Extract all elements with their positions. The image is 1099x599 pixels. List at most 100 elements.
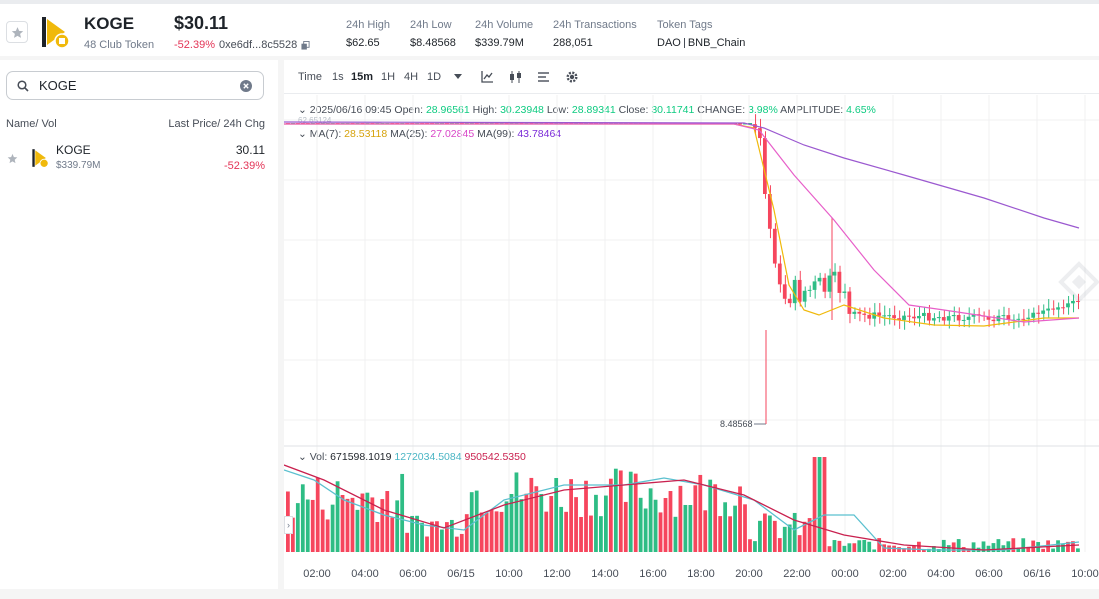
collapse-icon[interactable]: ⌄ bbox=[298, 104, 307, 116]
volume-bar bbox=[479, 512, 484, 552]
candle bbox=[708, 123, 713, 125]
vol-label: Vol: bbox=[309, 451, 328, 463]
candle bbox=[738, 123, 743, 125]
volume-bar bbox=[936, 549, 941, 552]
interval-1h[interactable]: 1H bbox=[381, 71, 396, 83]
candle bbox=[872, 312, 877, 319]
stat-24h-low: 24h Low $8.48568 bbox=[410, 19, 456, 49]
clear-search-icon[interactable] bbox=[240, 80, 252, 92]
search-box[interactable] bbox=[6, 71, 264, 100]
tag-bnb-chain[interactable]: BNB_Chain bbox=[687, 37, 746, 49]
candle bbox=[310, 123, 315, 125]
volume-bar bbox=[763, 513, 767, 552]
candle bbox=[375, 123, 380, 125]
candle bbox=[608, 123, 613, 125]
candle bbox=[678, 123, 683, 125]
candle bbox=[464, 123, 469, 125]
volume-bar bbox=[693, 485, 698, 552]
volume-bar bbox=[589, 515, 593, 552]
volume-bar bbox=[748, 539, 752, 552]
candle bbox=[340, 123, 345, 125]
star-icon[interactable] bbox=[7, 153, 18, 164]
change-value: 3.98% bbox=[748, 104, 778, 116]
candle bbox=[673, 123, 678, 125]
candle bbox=[1011, 319, 1016, 321]
volume-bar bbox=[499, 511, 504, 552]
list-item[interactable]: KOGE $339.79M 30.11 -52.39% bbox=[0, 140, 278, 176]
candlestick-type-icon[interactable] bbox=[509, 71, 523, 83]
candle bbox=[1006, 315, 1011, 320]
volume-bar bbox=[340, 494, 345, 552]
column-header-name-vol[interactable]: Name/ Vol bbox=[6, 118, 57, 130]
candle bbox=[996, 315, 1001, 322]
volume-bar bbox=[449, 519, 454, 552]
candle bbox=[420, 123, 425, 125]
candle bbox=[703, 123, 708, 125]
x-tick-label: 02:00 bbox=[879, 568, 907, 580]
volume-bar bbox=[628, 471, 633, 552]
volume-bar bbox=[822, 457, 827, 552]
candle bbox=[1036, 312, 1041, 314]
volume-bar bbox=[738, 486, 742, 552]
vol-info: ⌄ Vol: 671598.1019 1272034.5084 950542.5… bbox=[298, 451, 526, 463]
volume-bar bbox=[837, 540, 842, 552]
tag-separator bbox=[683, 38, 685, 48]
x-tick-label: 18:00 bbox=[687, 568, 715, 580]
candle bbox=[753, 124, 757, 129]
copy-icon[interactable] bbox=[301, 40, 310, 50]
indicator-icon[interactable] bbox=[481, 71, 494, 83]
candle bbox=[633, 123, 638, 125]
candle bbox=[1021, 318, 1026, 320]
contract-address[interactable]: 0xe6df...8c5528 bbox=[219, 39, 310, 51]
volume-bar bbox=[435, 521, 439, 552]
volume-bar bbox=[608, 478, 613, 552]
time-label: Time bbox=[298, 71, 323, 83]
layout-icon[interactable] bbox=[537, 71, 550, 83]
tag-dao[interactable]: DAO bbox=[657, 37, 681, 49]
volume-bar bbox=[872, 549, 877, 552]
volume-bar bbox=[961, 547, 966, 552]
volume-bar bbox=[305, 499, 310, 552]
volume-bar bbox=[1026, 546, 1031, 552]
column-header-price-chg[interactable]: Last Price/ 24h Chg bbox=[168, 118, 265, 130]
candle bbox=[445, 123, 449, 125]
volume-bar bbox=[529, 477, 534, 552]
favorite-button[interactable] bbox=[6, 21, 28, 43]
volume-bar bbox=[926, 548, 931, 552]
volume-bar bbox=[464, 514, 469, 552]
x-tick-label: 06:00 bbox=[975, 568, 1003, 580]
candle bbox=[733, 123, 738, 125]
search-input[interactable] bbox=[39, 78, 229, 93]
volume-bar bbox=[390, 517, 395, 552]
candle bbox=[792, 279, 797, 304]
high-label: High: bbox=[472, 104, 498, 116]
volume-bar bbox=[484, 512, 489, 552]
volume-bar bbox=[579, 516, 583, 552]
interval-1d[interactable]: 1D bbox=[427, 71, 442, 83]
volume-bar bbox=[787, 524, 792, 552]
volume-bar bbox=[882, 544, 887, 552]
candle bbox=[743, 123, 748, 125]
interval-1s[interactable]: 1s bbox=[332, 71, 344, 83]
candle bbox=[435, 123, 440, 125]
scroll-handle[interactable]: › bbox=[284, 516, 293, 534]
volume-bar bbox=[917, 541, 921, 552]
ma-info: ⌄ MA(7): 28.53118 MA(25): 27.02845 MA(99… bbox=[298, 128, 561, 140]
candle bbox=[912, 316, 916, 319]
interval-dropdown-icon[interactable] bbox=[454, 74, 462, 80]
volume-bar bbox=[534, 486, 539, 552]
candle bbox=[926, 312, 931, 321]
volume-bar bbox=[360, 493, 365, 552]
candle bbox=[827, 275, 832, 292]
volume-bar bbox=[489, 509, 494, 552]
candle bbox=[663, 123, 668, 125]
interval-15m[interactable]: 15m bbox=[351, 71, 374, 83]
collapse-icon[interactable]: ⌄ bbox=[298, 451, 307, 463]
collapse-icon[interactable]: ⌄ bbox=[298, 128, 307, 140]
interval-4h[interactable]: 4H bbox=[404, 71, 419, 83]
volume-bar bbox=[842, 545, 847, 552]
volume-bar bbox=[897, 547, 901, 552]
candle bbox=[807, 289, 812, 291]
gear-icon[interactable] bbox=[566, 71, 578, 83]
volume-bar bbox=[703, 510, 708, 552]
